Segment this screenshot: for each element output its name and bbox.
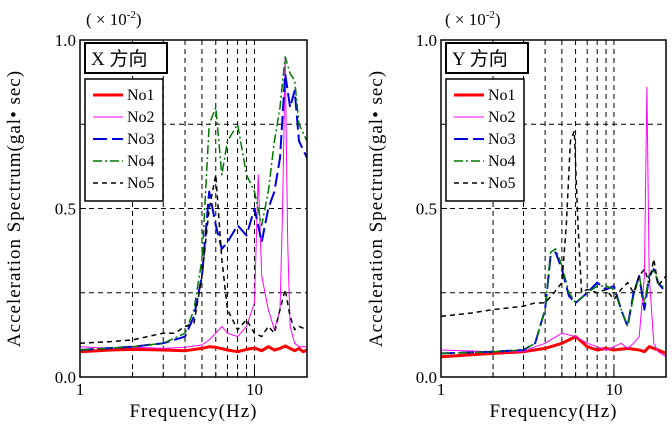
direction-badge: Y 方向	[445, 42, 529, 74]
series-line-no2	[80, 56, 307, 349]
legend-label-no5: No5	[127, 175, 155, 192]
y-tick-label: 1.0	[55, 31, 76, 50]
legend-label-no1: No1	[488, 87, 516, 104]
series-line-no4	[80, 56, 307, 351]
y-tick-label: 0.5	[416, 200, 437, 219]
direction-badge: X 方向	[84, 42, 168, 74]
x-axis-title: Frequency(Hz)	[489, 401, 617, 422]
legend-label-no4: No4	[488, 153, 516, 170]
y-axis-title: Acceleration Spectrum(gal• sec)	[4, 70, 25, 347]
legend: No1 No2 No3 No4 No5	[84, 78, 164, 202]
badge-label: X 方向	[91, 48, 147, 70]
y-tick-label: 0.5	[55, 200, 76, 219]
y-axis-title: Acceleration Spectrum(gal• sec)	[366, 70, 387, 347]
chart-panel-2: 0.0 0.5 1.0 1 10 Frequency(Hz) Acceleration Sp…	[366, 9, 667, 422]
x-tick-label: 1	[76, 380, 85, 399]
scale-annotation: ( × 10-2)	[445, 9, 501, 29]
legend-label-no3: No3	[488, 131, 516, 148]
series-line-no5	[80, 174, 307, 345]
y-tick-label: 0.0	[416, 368, 437, 387]
legend-label-no4: No4	[127, 153, 155, 170]
y-tick-label: 1.0	[416, 31, 437, 50]
x-tick-label: 10	[246, 380, 263, 399]
x-tick-label: 1	[437, 380, 446, 399]
legend-label-no2: No2	[127, 109, 155, 126]
legend-label-no1: No1	[127, 87, 155, 104]
badge-label: Y 方向	[452, 48, 508, 70]
legend: No1 No2 No3 No4 No5	[445, 78, 525, 202]
series-line-no4	[441, 248, 666, 355]
x-axis-title: Frequency(Hz)	[129, 401, 257, 422]
series-line-no1	[80, 344, 307, 354]
chart-panel-1: 0.0 0.5 1.0 1 10 Frequency(Hz) Acceleration Sp…	[4, 9, 308, 422]
badge-frame	[84, 42, 168, 74]
badge-frame	[445, 42, 529, 74]
series-group	[441, 86, 666, 359]
legend-label-no5: No5	[488, 175, 516, 192]
legend-label-no2: No2	[488, 109, 516, 126]
series-line-no2	[441, 86, 666, 358]
legend-label-no3: No3	[127, 131, 155, 148]
series-line-no5	[441, 130, 666, 318]
series-line-no1	[441, 335, 666, 359]
scale-annotation: ( × 10-2)	[86, 9, 142, 29]
y-tick-label: 0.0	[55, 368, 76, 387]
series-line-no3	[80, 72, 307, 351]
series-group	[80, 56, 307, 354]
x-tick-label: 10	[605, 380, 622, 399]
